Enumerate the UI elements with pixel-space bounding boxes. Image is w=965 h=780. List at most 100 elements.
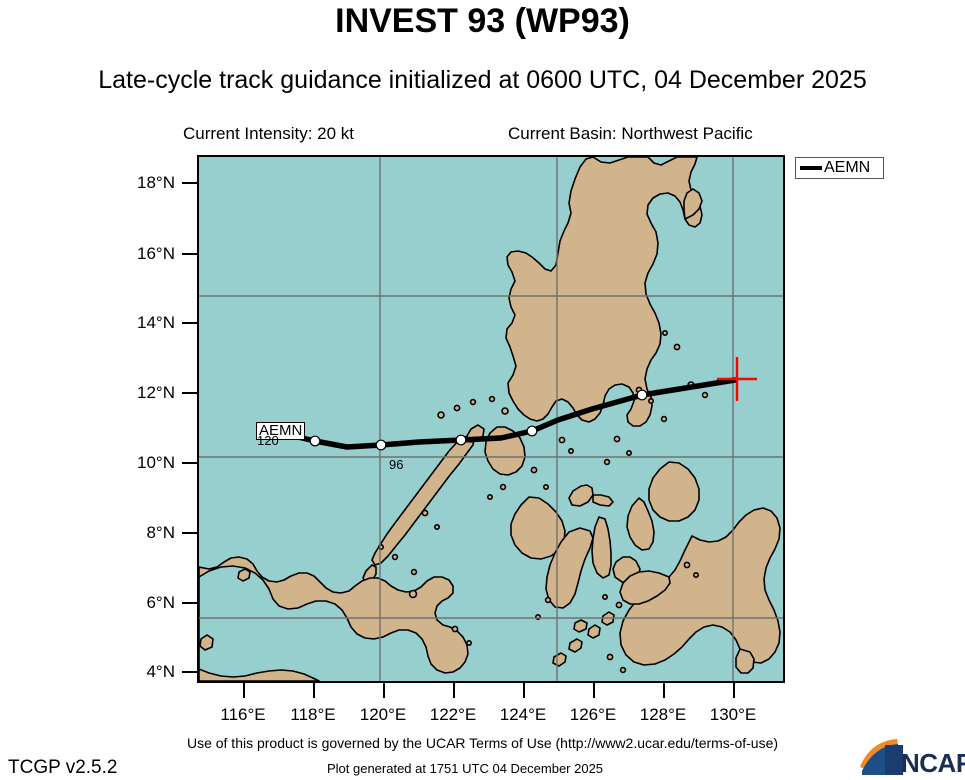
- sulu-islet-2: [587, 624, 601, 639]
- y-tick-16: [182, 253, 197, 255]
- x-tick-124: [523, 683, 525, 698]
- islet-dot-14: [660, 415, 668, 423]
- masbate-tail: [592, 494, 614, 507]
- x-axis-label: 128°E: [639, 705, 687, 724]
- x-tick-128: [663, 683, 665, 698]
- x-axis-label: 116°E: [220, 705, 266, 724]
- y-axis-label: 12°N: [137, 383, 175, 402]
- track-point-marker: [526, 425, 538, 437]
- y-tick-6: [182, 602, 197, 604]
- masbate-island: [568, 484, 594, 507]
- ucar-terms-of-use[interactable]: Use of this product is governed by the U…: [186, 735, 779, 751]
- y-tick-8: [182, 532, 197, 534]
- islet-dot-11: [488, 395, 496, 403]
- x-axis-label: 118°E: [290, 705, 336, 724]
- islet-dot-34: [683, 561, 691, 569]
- islet-dot-36: [606, 653, 614, 661]
- palawan-island: [371, 434, 475, 566]
- islet-dot-24: [499, 483, 507, 491]
- x-tick-122: [453, 683, 455, 698]
- y-axis-label: 18°N: [137, 173, 175, 192]
- islet-dot-2: [437, 411, 445, 419]
- islet-dot-5: [421, 509, 429, 517]
- sulu-islet-4: [552, 652, 567, 667]
- y-tick-10: [182, 462, 197, 464]
- islet-dot-20: [558, 436, 566, 444]
- x-axis-label: 126°E: [569, 705, 617, 724]
- y-tick-14: [182, 322, 197, 324]
- map-plot-area: [197, 155, 785, 683]
- sulu-jolo: [573, 619, 588, 633]
- y-axis-label: 6°N: [146, 593, 175, 612]
- islet-dot-25: [486, 493, 493, 500]
- track-point-marker: [636, 389, 648, 401]
- legend-line-swatch: [800, 166, 822, 170]
- ncar-logo-icon: [860, 739, 903, 775]
- islet-dot-22: [673, 343, 681, 351]
- current-intensity-label: Current Intensity: 20 kt: [183, 124, 355, 143]
- aemn-track: [256, 377, 738, 451]
- y-axis-label: 4°N: [146, 662, 175, 681]
- islet-dot-3: [453, 404, 461, 412]
- mindanao-davao-gulf-tip: [735, 648, 755, 674]
- x-tick-126: [593, 683, 595, 698]
- islet-dot-27: [601, 593, 608, 600]
- borneo-sw-extension: [199, 668, 320, 681]
- samar-island: [648, 461, 700, 522]
- cebu-island: [591, 516, 612, 579]
- islet-dot-6: [434, 523, 441, 530]
- x-axis-label: 122°E: [429, 705, 477, 724]
- x-axis-label: 124°E: [499, 705, 547, 724]
- islet-dot-21: [567, 447, 574, 454]
- islet-dot-32: [544, 596, 552, 604]
- mindanao-zamboanga-peninsula: [619, 570, 671, 605]
- islet-dot-15: [613, 435, 621, 443]
- islet-dot-31: [465, 639, 472, 646]
- islet-dot-9: [542, 483, 549, 490]
- leyte-island: [626, 497, 655, 551]
- track-point-marker: [309, 435, 321, 447]
- islet-dot-26: [615, 601, 623, 609]
- track-hour-120-label: 120: [257, 433, 279, 448]
- track-point-marker: [375, 439, 387, 451]
- islet-dot-13: [647, 398, 654, 405]
- y-tick-18: [182, 182, 197, 184]
- track-model-annotation: AEMN: [256, 422, 306, 440]
- islet-dot-28: [391, 553, 399, 561]
- borneo-islet-a: [199, 634, 214, 651]
- islet-dot-35: [692, 571, 699, 578]
- islet-dot-1: [408, 589, 418, 599]
- islet-dot-16: [625, 449, 632, 456]
- current-position-cross: [717, 357, 757, 401]
- y-axis-label: 10°N: [137, 453, 175, 472]
- x-axis-label: 120°E: [359, 705, 407, 724]
- page-title: INVEST 93 (WP93): [335, 2, 630, 40]
- y-axis-label: 14°N: [137, 313, 175, 332]
- legend[interactable]: AEMN: [795, 157, 884, 179]
- islet-dot-10: [501, 407, 509, 415]
- x-axis-label: 130°E: [709, 705, 757, 724]
- landmasses: [199, 157, 781, 681]
- x-tick-130: [733, 683, 735, 698]
- ncar-logo-blue-triangle: [885, 745, 903, 775]
- ncar-logo-text: NCAR: [901, 748, 965, 778]
- y-tick-4: [182, 671, 197, 673]
- islet-dot-19: [701, 391, 709, 399]
- current-basin-label: Current Basin: Northwest Pacific: [508, 124, 753, 143]
- x-tick-120: [383, 683, 385, 698]
- islet-dot-37: [619, 666, 627, 674]
- islet-dot-8: [530, 466, 538, 474]
- track-point-marker: [455, 434, 467, 446]
- legend-model-label: AEMN: [824, 159, 871, 176]
- sulu-islet-3: [568, 638, 583, 653]
- panay-island: [510, 496, 566, 560]
- islet-dot-7: [410, 568, 418, 576]
- mindanao-island: [619, 507, 781, 666]
- islet-dot-30: [451, 625, 459, 633]
- tcgp-version-label: TCGP v2.5.2: [8, 757, 118, 778]
- y-axis-label: 8°N: [146, 523, 175, 542]
- islet-dot-23: [661, 330, 668, 337]
- luzon-ne-cape: [683, 188, 703, 220]
- y-axis-label: 16°N: [137, 244, 175, 263]
